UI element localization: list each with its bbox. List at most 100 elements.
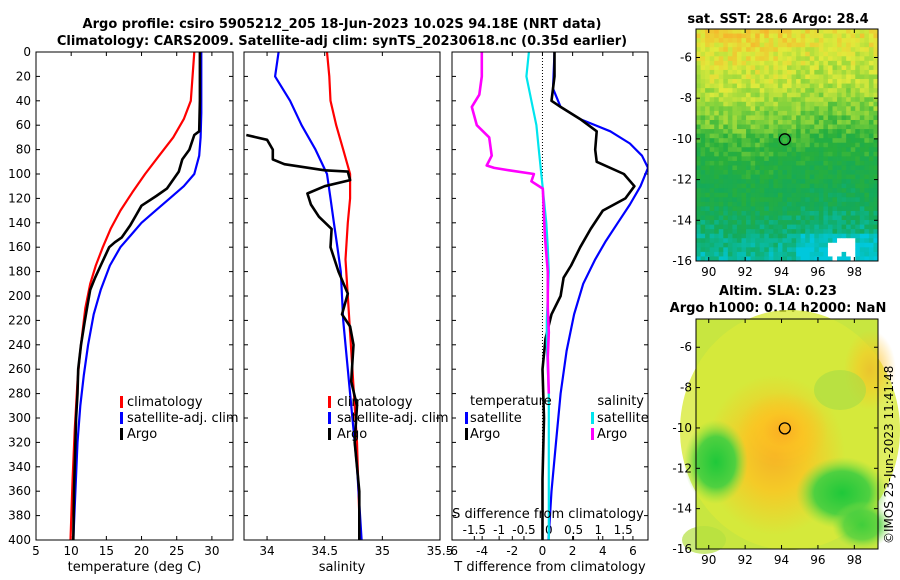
sst-cell (818, 65, 824, 71)
sst-cell (723, 256, 729, 262)
sst-cell (700, 251, 706, 257)
sst-cell (827, 129, 833, 135)
sst-cell (773, 38, 779, 44)
sst-cell (709, 233, 715, 239)
sst-cell (768, 92, 774, 98)
sst-cell (787, 224, 792, 230)
sst-cell (787, 147, 792, 153)
sst-cell (714, 220, 720, 226)
sst-cell (805, 106, 811, 112)
sst-cell (791, 188, 797, 194)
sst-cell (809, 69, 815, 75)
sst-cell (787, 38, 792, 44)
sst-cell (800, 179, 806, 185)
sst-cell (832, 188, 838, 194)
sst-cell (741, 151, 747, 157)
sst-cell (805, 151, 811, 157)
sst-cell (696, 215, 701, 221)
sst-cell (800, 233, 806, 239)
sst-cell (832, 192, 838, 198)
sst-cell (864, 133, 870, 139)
sst-cell (700, 151, 706, 157)
sst-cell (782, 151, 788, 157)
sst-cell (714, 56, 720, 62)
sst-cell (791, 101, 797, 107)
sst-cell (709, 142, 715, 148)
sst-cell (873, 119, 879, 125)
sst-cell (814, 160, 820, 166)
sst-cell (827, 74, 833, 80)
sst-cell (723, 206, 729, 212)
sst-cell (850, 56, 856, 62)
sst-cell (759, 42, 765, 48)
sst-cell (791, 256, 797, 262)
sst-cell (777, 47, 783, 53)
sst-cell (864, 188, 870, 194)
sst-cell (764, 165, 770, 171)
sst-cell (782, 106, 788, 112)
sst-cell (868, 242, 874, 248)
series-t-argo (541, 52, 636, 540)
sst-cell (709, 74, 715, 80)
sst-cell (855, 233, 861, 239)
sst-cell (755, 110, 761, 116)
sst-cell (864, 142, 870, 148)
sst-cell (846, 160, 852, 166)
sst-cell (718, 233, 724, 239)
sst-cell (764, 256, 770, 262)
sst-cell (823, 183, 829, 189)
sst-cell (782, 247, 788, 253)
sst-cell (855, 229, 861, 235)
sst-cell (736, 110, 742, 116)
sst-cell (727, 233, 733, 239)
sst-cell (841, 51, 847, 57)
sst-cell (791, 51, 797, 57)
sst-cell (823, 242, 829, 248)
sst-cell (718, 47, 724, 53)
sst-cell (805, 233, 811, 239)
sst-cell (796, 165, 802, 171)
sst-cell (823, 83, 829, 89)
sst-cell (714, 115, 720, 121)
sst-cell (768, 224, 774, 230)
sst-cell (755, 142, 761, 148)
sst-cell (723, 215, 729, 221)
sst-cell (768, 160, 774, 166)
sst-cell (796, 65, 802, 71)
sst-cell (736, 65, 742, 71)
sst-cell (727, 133, 733, 139)
sst-cell (805, 142, 811, 148)
sst-cell (714, 160, 720, 166)
sst-cell (864, 106, 870, 112)
sst-cell (750, 242, 756, 248)
sst-cell (782, 65, 788, 71)
sst-cell (782, 74, 788, 80)
sst-cell (846, 69, 852, 75)
sst-cell (823, 92, 829, 98)
sst-cell (750, 224, 756, 230)
sst-cell (868, 133, 874, 139)
sst-cell (727, 183, 733, 189)
sst-cell (723, 151, 729, 157)
sst-cell (696, 165, 701, 171)
sst-cell (832, 147, 838, 153)
sst-cell (796, 106, 802, 112)
sst-cell (773, 183, 779, 189)
sst-cell (750, 110, 756, 116)
sst-cell (850, 210, 856, 216)
sst-cell (873, 29, 879, 34)
sst-cell (773, 69, 779, 75)
sst-cell (841, 138, 847, 144)
difference-legend: temperature satellite Argo salinity sate… (465, 394, 649, 442)
sst-cell (750, 83, 756, 89)
sst-cell (746, 47, 751, 53)
sst-cell (873, 247, 879, 253)
s-tick-label: 1.5 (614, 523, 633, 537)
sst-cell (868, 129, 874, 135)
sst-cell (859, 56, 865, 62)
sst-cell (727, 74, 733, 80)
sst-cell (787, 247, 792, 253)
sst-cell (873, 124, 879, 130)
sst-cell (746, 251, 751, 257)
sst-cell (727, 206, 733, 212)
